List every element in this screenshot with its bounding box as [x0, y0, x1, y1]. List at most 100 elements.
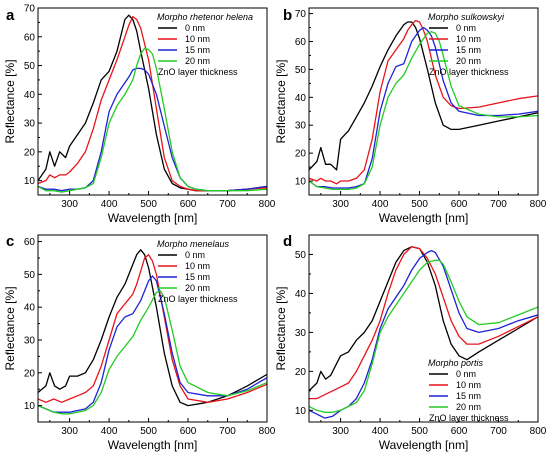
x-tick-label: 400	[372, 426, 389, 437]
panel-d: 300 400 500 600 700 800 10 20 30 40 50 Wavelength […	[274, 233, 547, 452]
x-tick-label: 500	[140, 426, 157, 437]
y-axis-label: Reflectance [%]	[3, 286, 17, 370]
panel-letter: d	[283, 233, 292, 250]
legend-entry: 10 nm	[456, 34, 481, 44]
specimen-name: Morpho portis	[428, 358, 484, 368]
series-group	[309, 19, 538, 191]
x-tick-label: 300	[61, 199, 78, 210]
series-line-15-nm	[309, 26, 538, 189]
y-axis-label: Reflectance [%]	[274, 59, 288, 143]
plot-frame	[308, 7, 539, 196]
y-tick-label: 20	[295, 149, 307, 160]
x-tick-label: 300	[332, 199, 349, 210]
plot-frame	[308, 234, 539, 423]
series-line-0-nm	[38, 14, 267, 192]
legend-entry: 15 nm	[185, 45, 210, 55]
series-group	[309, 246, 538, 419]
x-tick-label: 300	[61, 426, 78, 437]
x-axis-label: Wavelength [nm]	[379, 211, 469, 225]
x-tick-label: 400	[101, 426, 118, 437]
series-line-0-nm	[309, 246, 538, 392]
y-tick-label: 40	[295, 93, 307, 104]
x-axis-label: Wavelength [nm]	[108, 211, 198, 225]
legend-entry: 15 nm	[456, 391, 481, 401]
specimen-name: Morpho rhetenor helena	[157, 12, 253, 22]
y-tick-label: 10	[24, 176, 36, 187]
y-tick-label: 50	[24, 61, 36, 72]
y-tick-label: 70	[295, 9, 307, 20]
series-line-10-nm	[309, 246, 538, 400]
legend-title: ZnO layer thickness	[158, 67, 238, 77]
x-tick-label: 500	[140, 199, 157, 210]
y-tick-label: 20	[295, 367, 307, 378]
legend-title: ZnO layer thickness	[429, 67, 509, 77]
x-tick-label: 800	[530, 426, 547, 437]
y-tick-label: 10	[24, 401, 36, 412]
panel-a: 300 400 500 600 700 800 10 20 30 40 50 60 70 Waveleng…	[3, 4, 276, 226]
legend-entry: 20 nm	[456, 56, 481, 66]
panel-letter: c	[6, 233, 14, 250]
series-line-20-nm	[309, 259, 538, 413]
y-tick-label: 40	[24, 303, 36, 314]
x-tick-label: 600	[180, 199, 197, 210]
legend-entry: 0 nm	[456, 369, 476, 379]
legend-entry: 0 nm	[185, 250, 205, 260]
x-tick-label: 400	[101, 199, 118, 210]
series-line-0-nm	[38, 249, 267, 407]
x-tick-label: 500	[411, 199, 428, 210]
y-tick-label: 60	[295, 37, 307, 48]
y-tick-label: 40	[295, 289, 307, 300]
x-tick-label: 300	[332, 426, 349, 437]
series-line-20-nm	[38, 290, 267, 415]
legend-entry: 0 nm	[185, 23, 205, 33]
panel-b: 300 400 500 600 700 800 10 20 30 40 50 60 70 Waveleng…	[274, 7, 547, 225]
y-tick-label: 50	[295, 65, 307, 76]
x-tick-label: 700	[490, 426, 507, 437]
series-line-10-nm	[38, 15, 267, 192]
legend-entry: 20 nm	[185, 56, 210, 66]
y-tick-label: 10	[295, 406, 307, 417]
legend-title: ZnO layer thickness	[429, 413, 509, 423]
x-tick-label: 600	[451, 199, 468, 210]
legend-entry: 10 nm	[456, 380, 481, 390]
x-tick-label: 700	[490, 199, 507, 210]
y-tick-label: 20	[24, 368, 36, 379]
x-axis-label: Wavelength [nm]	[379, 438, 469, 452]
series-group	[38, 249, 267, 415]
y-tick-label: 40	[24, 90, 36, 101]
plot-frame	[37, 7, 268, 196]
legend-entry: 15 nm	[185, 272, 210, 282]
legend-entry: 10 nm	[185, 261, 210, 271]
series-group	[38, 14, 267, 193]
y-tick-label: 30	[295, 121, 307, 132]
y-tick-label: 30	[24, 119, 36, 130]
legend-entry: 10 nm	[185, 34, 210, 44]
plot-frame	[37, 234, 268, 423]
series-line-15-nm	[38, 275, 267, 413]
y-tick-label: 30	[24, 335, 36, 346]
specimen-name: Morpho menelaus	[157, 239, 230, 249]
x-tick-label: 500	[411, 426, 428, 437]
y-tick-label: 50	[24, 270, 36, 281]
y-axis-label: Reflectance [%]	[274, 286, 288, 370]
series-line-0-nm	[309, 21, 538, 171]
y-tick-label: 60	[24, 32, 36, 43]
legend-entry: 0 nm	[456, 23, 476, 33]
x-tick-label: 700	[219, 426, 236, 437]
legend-entry: 20 nm	[185, 283, 210, 293]
y-tick-label: 20	[24, 147, 36, 158]
x-tick-label: 400	[372, 199, 389, 210]
x-tick-label: 600	[180, 426, 197, 437]
panel-letter: a	[6, 7, 15, 24]
panel-c: 300 400 500 600 700 800 10 20 30 40 50 60 Wavelength…	[3, 233, 276, 452]
x-tick-label: 800	[259, 199, 276, 210]
y-tick-label: 60	[24, 237, 36, 248]
x-tick-label: 600	[451, 426, 468, 437]
specimen-name: Morpho sulkowskyi	[428, 12, 505, 22]
series-line-10-nm	[309, 19, 538, 185]
legend-entry: 15 nm	[456, 45, 481, 55]
x-tick-label: 800	[259, 426, 276, 437]
